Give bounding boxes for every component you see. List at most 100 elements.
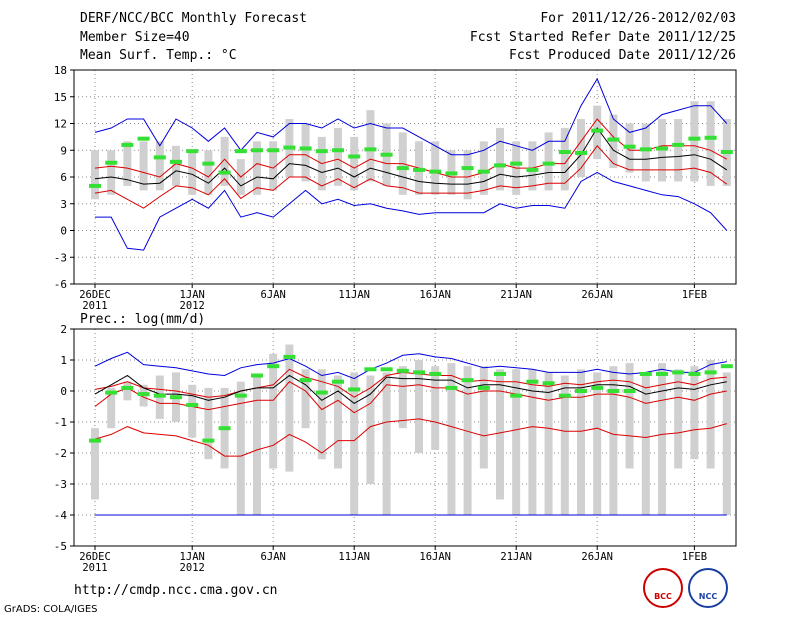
ensemble-marker: [688, 371, 701, 376]
y-tick-label: 9: [60, 144, 67, 157]
ensemble-marker: [639, 147, 652, 152]
range-bar: [560, 375, 569, 515]
ensemble-marker: [105, 160, 118, 165]
x-tick-label: 11JAN: [338, 551, 370, 563]
range-bar: [577, 119, 585, 177]
range-bar: [269, 353, 278, 469]
range-bar: [641, 372, 650, 515]
range-bar: [512, 369, 521, 515]
y-tick-label: -4: [54, 509, 68, 522]
ensemble-marker: [121, 142, 134, 147]
ensemble-marker: [510, 161, 523, 166]
x-tick-label: 26DEC: [79, 551, 111, 563]
ensemble-marker: [153, 155, 166, 160]
range-bar: [155, 141, 164, 191]
y-tick-label: 15: [54, 91, 67, 104]
series-line-upper: [94, 118, 728, 178]
range-bar: [139, 141, 148, 191]
series-line-mean: [94, 127, 728, 187]
ensemble-marker: [186, 149, 199, 154]
x-tick-label: 26DEC: [79, 289, 111, 301]
range-bar: [236, 381, 245, 515]
range-bar: [188, 384, 197, 438]
range-bar: [301, 369, 310, 429]
range-bar: [382, 372, 391, 515]
y-tick-label: 0: [60, 225, 67, 238]
ensemble-marker: [461, 166, 474, 171]
ensemble-marker: [526, 167, 539, 172]
y-tick-label: 3: [60, 198, 67, 211]
range-bar: [577, 369, 585, 515]
ensemble-marker: [121, 385, 134, 390]
ensemble-marker: [526, 379, 539, 384]
ensemble-marker: [639, 371, 652, 376]
range-bar: [463, 366, 472, 515]
x-tick-label: 26JAN: [581, 551, 613, 563]
grads-credit: GrADS: COLA/IGES: [4, 604, 98, 615]
ensemble-marker: [364, 147, 377, 152]
ensemble-marker: [607, 137, 620, 142]
source-url[interactable]: http://cmdp.ncc.cma.gov.cn: [74, 583, 278, 598]
y-tick-label: -1: [54, 416, 67, 429]
y-tick-label: -3: [54, 251, 67, 264]
range-bar: [123, 381, 132, 401]
ensemble-marker: [656, 371, 668, 376]
ensemble-marker: [89, 438, 101, 443]
ensemble-marker: [413, 167, 425, 172]
range-bar: [366, 375, 375, 484]
range-bar: [447, 363, 456, 515]
ensemble-marker: [315, 149, 328, 154]
range-bar: [285, 344, 294, 472]
series-line-lower: [94, 381, 727, 414]
ensemble-marker: [234, 393, 247, 398]
x-tick-label: 6JAN: [261, 289, 286, 301]
x-tick-label: 1FEB: [682, 289, 707, 301]
ensemble-marker: [89, 183, 101, 188]
ensemble-marker: [558, 393, 571, 398]
x-tick-label: 16JAN: [419, 551, 451, 563]
ensemble-marker: [720, 364, 733, 369]
range-bar: [107, 387, 116, 429]
range-bar: [220, 136, 229, 186]
ensemble-marker: [251, 148, 263, 153]
chart-title: DERF/NCC/BCC Monthly Forecast: [80, 11, 307, 26]
x-tick-label: 1FEB: [682, 551, 707, 563]
ensemble-marker: [542, 381, 555, 386]
range-bar: [658, 363, 666, 515]
ensemble-marker: [396, 368, 409, 373]
ensemble-marker: [672, 370, 685, 375]
ncc-logo: NCC: [688, 568, 728, 608]
range-bar: [560, 127, 569, 191]
ensemble-marker: [510, 393, 523, 398]
range-bar: [172, 145, 180, 186]
range-bar: [253, 141, 261, 195]
ensemble-marker: [623, 389, 636, 393]
x-tick-label: 16JAN: [419, 289, 451, 301]
ensemble-marker: [186, 402, 199, 407]
range-bar: [674, 119, 683, 182]
ensemble-marker: [170, 395, 182, 400]
y-tick-label: -2: [54, 447, 67, 460]
ensemble-marker: [591, 128, 604, 133]
ensemble-marker: [283, 145, 296, 150]
bcc-logo-text: BCC: [654, 592, 672, 601]
y-tick-label: 12: [54, 118, 67, 131]
x-tick-label: 21JAN: [500, 289, 532, 301]
range-bar: [366, 110, 375, 182]
ensemble-marker: [623, 144, 636, 149]
series-line-max: [94, 351, 727, 380]
ensemble-marker: [396, 166, 409, 171]
y-tick-label: 2: [60, 323, 67, 336]
series-line-max: [94, 77, 728, 156]
ensemble-marker: [672, 142, 685, 147]
range-bar: [350, 136, 359, 191]
ensemble-marker: [445, 385, 458, 390]
range-bar: [91, 428, 99, 500]
range-bar: [431, 366, 440, 450]
y-tick-label: -3: [54, 478, 67, 491]
range-bar: [690, 101, 699, 182]
y-tick-label: -5: [54, 540, 67, 553]
y-tick-label: 18: [54, 64, 67, 77]
